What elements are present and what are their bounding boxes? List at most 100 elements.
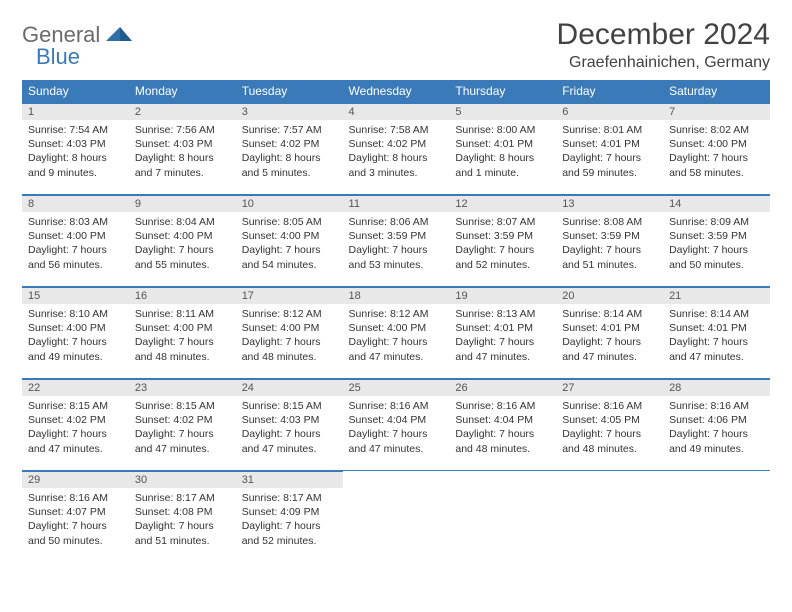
calendar-day-cell: 30Sunrise: 8:17 AMSunset: 4:08 PMDayligh… bbox=[129, 471, 236, 563]
day-body: Sunrise: 8:03 AMSunset: 4:00 PMDaylight:… bbox=[22, 212, 129, 278]
weekday-header: Tuesday bbox=[236, 80, 343, 103]
day-body: Sunrise: 8:12 AMSunset: 4:00 PMDaylight:… bbox=[343, 304, 450, 370]
calendar-day-cell bbox=[556, 471, 663, 563]
title-block: December 2024 Graefenhainichen, Germany bbox=[557, 18, 770, 72]
calendar-day-cell: 10Sunrise: 8:05 AMSunset: 4:00 PMDayligh… bbox=[236, 195, 343, 287]
day-body: Sunrise: 8:17 AMSunset: 4:09 PMDaylight:… bbox=[236, 488, 343, 554]
day-number: 30 bbox=[129, 471, 236, 488]
day-number: 4 bbox=[343, 103, 450, 120]
day-body: Sunrise: 8:01 AMSunset: 4:01 PMDaylight:… bbox=[556, 120, 663, 186]
day-number: 22 bbox=[22, 379, 129, 396]
calendar-day-cell: 23Sunrise: 8:15 AMSunset: 4:02 PMDayligh… bbox=[129, 379, 236, 471]
day-body: Sunrise: 8:09 AMSunset: 3:59 PMDaylight:… bbox=[663, 212, 770, 278]
calendar-week-row: 15Sunrise: 8:10 AMSunset: 4:00 PMDayligh… bbox=[22, 287, 770, 379]
day-number: 31 bbox=[236, 471, 343, 488]
calendar-day-cell: 1Sunrise: 7:54 AMSunset: 4:03 PMDaylight… bbox=[22, 103, 129, 195]
day-body: Sunrise: 8:11 AMSunset: 4:00 PMDaylight:… bbox=[129, 304, 236, 370]
day-number: 29 bbox=[22, 471, 129, 488]
calendar-week-row: 29Sunrise: 8:16 AMSunset: 4:07 PMDayligh… bbox=[22, 471, 770, 563]
calendar-day-cell: 6Sunrise: 8:01 AMSunset: 4:01 PMDaylight… bbox=[556, 103, 663, 195]
day-body: Sunrise: 8:02 AMSunset: 4:00 PMDaylight:… bbox=[663, 120, 770, 186]
calendar-day-cell: 13Sunrise: 8:08 AMSunset: 3:59 PMDayligh… bbox=[556, 195, 663, 287]
day-number: 6 bbox=[556, 103, 663, 120]
weekday-header: Thursday bbox=[449, 80, 556, 103]
day-body: Sunrise: 8:16 AMSunset: 4:04 PMDaylight:… bbox=[343, 396, 450, 462]
calendar-day-cell: 20Sunrise: 8:14 AMSunset: 4:01 PMDayligh… bbox=[556, 287, 663, 379]
day-number: 18 bbox=[343, 287, 450, 304]
day-number: 25 bbox=[343, 379, 450, 396]
weekday-header-row: Sunday Monday Tuesday Wednesday Thursday… bbox=[22, 80, 770, 103]
day-number: 5 bbox=[449, 103, 556, 120]
day-number: 17 bbox=[236, 287, 343, 304]
day-body: Sunrise: 8:04 AMSunset: 4:00 PMDaylight:… bbox=[129, 212, 236, 278]
day-number: 19 bbox=[449, 287, 556, 304]
day-number: 27 bbox=[556, 379, 663, 396]
calendar-day-cell: 5Sunrise: 8:00 AMSunset: 4:01 PMDaylight… bbox=[449, 103, 556, 195]
calendar-day-cell: 9Sunrise: 8:04 AMSunset: 4:00 PMDaylight… bbox=[129, 195, 236, 287]
calendar-day-cell bbox=[663, 471, 770, 563]
day-body: Sunrise: 8:17 AMSunset: 4:08 PMDaylight:… bbox=[129, 488, 236, 554]
logo-text-blue: Blue bbox=[36, 44, 80, 69]
day-number: 16 bbox=[129, 287, 236, 304]
weekday-header: Sunday bbox=[22, 80, 129, 103]
calendar-day-cell: 4Sunrise: 7:58 AMSunset: 4:02 PMDaylight… bbox=[343, 103, 450, 195]
day-body: Sunrise: 8:16 AMSunset: 4:04 PMDaylight:… bbox=[449, 396, 556, 462]
day-body: Sunrise: 8:16 AMSunset: 4:05 PMDaylight:… bbox=[556, 396, 663, 462]
day-body: Sunrise: 8:05 AMSunset: 4:00 PMDaylight:… bbox=[236, 212, 343, 278]
calendar-day-cell: 31Sunrise: 8:17 AMSunset: 4:09 PMDayligh… bbox=[236, 471, 343, 563]
month-title: December 2024 bbox=[557, 18, 770, 52]
day-body: Sunrise: 8:00 AMSunset: 4:01 PMDaylight:… bbox=[449, 120, 556, 186]
calendar-day-cell: 15Sunrise: 8:10 AMSunset: 4:00 PMDayligh… bbox=[22, 287, 129, 379]
day-number: 11 bbox=[343, 195, 450, 212]
day-body: Sunrise: 8:16 AMSunset: 4:06 PMDaylight:… bbox=[663, 396, 770, 462]
calendar-day-cell: 25Sunrise: 8:16 AMSunset: 4:04 PMDayligh… bbox=[343, 379, 450, 471]
weekday-header: Wednesday bbox=[343, 80, 450, 103]
calendar-day-cell: 17Sunrise: 8:12 AMSunset: 4:00 PMDayligh… bbox=[236, 287, 343, 379]
location: Graefenhainichen, Germany bbox=[557, 54, 770, 72]
calendar-day-cell: 2Sunrise: 7:56 AMSunset: 4:03 PMDaylight… bbox=[129, 103, 236, 195]
calendar-day-cell: 16Sunrise: 8:11 AMSunset: 4:00 PMDayligh… bbox=[129, 287, 236, 379]
day-number: 15 bbox=[22, 287, 129, 304]
day-body: Sunrise: 7:58 AMSunset: 4:02 PMDaylight:… bbox=[343, 120, 450, 186]
day-number: 3 bbox=[236, 103, 343, 120]
day-number: 10 bbox=[236, 195, 343, 212]
day-number: 14 bbox=[663, 195, 770, 212]
calendar-day-cell: 21Sunrise: 8:14 AMSunset: 4:01 PMDayligh… bbox=[663, 287, 770, 379]
day-body: Sunrise: 8:13 AMSunset: 4:01 PMDaylight:… bbox=[449, 304, 556, 370]
calendar-day-cell: 29Sunrise: 8:16 AMSunset: 4:07 PMDayligh… bbox=[22, 471, 129, 563]
day-number: 28 bbox=[663, 379, 770, 396]
calendar-day-cell: 8Sunrise: 8:03 AMSunset: 4:00 PMDaylight… bbox=[22, 195, 129, 287]
calendar-day-cell: 14Sunrise: 8:09 AMSunset: 3:59 PMDayligh… bbox=[663, 195, 770, 287]
header: General December 2024 Graefenhainichen, … bbox=[22, 18, 770, 72]
day-body: Sunrise: 8:08 AMSunset: 3:59 PMDaylight:… bbox=[556, 212, 663, 278]
calendar-day-cell: 22Sunrise: 8:15 AMSunset: 4:02 PMDayligh… bbox=[22, 379, 129, 471]
calendar-day-cell bbox=[343, 471, 450, 563]
day-body: Sunrise: 8:15 AMSunset: 4:02 PMDaylight:… bbox=[22, 396, 129, 462]
day-number: 23 bbox=[129, 379, 236, 396]
logo-icon bbox=[106, 23, 132, 48]
calendar-day-cell: 19Sunrise: 8:13 AMSunset: 4:01 PMDayligh… bbox=[449, 287, 556, 379]
calendar-week-row: 1Sunrise: 7:54 AMSunset: 4:03 PMDaylight… bbox=[22, 103, 770, 195]
calendar-day-cell: 12Sunrise: 8:07 AMSunset: 3:59 PMDayligh… bbox=[449, 195, 556, 287]
day-number: 2 bbox=[129, 103, 236, 120]
weekday-header: Monday bbox=[129, 80, 236, 103]
day-body: Sunrise: 8:07 AMSunset: 3:59 PMDaylight:… bbox=[449, 212, 556, 278]
day-body: Sunrise: 7:57 AMSunset: 4:02 PMDaylight:… bbox=[236, 120, 343, 186]
day-body: Sunrise: 8:12 AMSunset: 4:00 PMDaylight:… bbox=[236, 304, 343, 370]
day-number: 13 bbox=[556, 195, 663, 212]
day-number: 21 bbox=[663, 287, 770, 304]
calendar-day-cell: 26Sunrise: 8:16 AMSunset: 4:04 PMDayligh… bbox=[449, 379, 556, 471]
day-number: 7 bbox=[663, 103, 770, 120]
calendar-day-cell bbox=[449, 471, 556, 563]
day-number: 12 bbox=[449, 195, 556, 212]
day-body: Sunrise: 8:15 AMSunset: 4:03 PMDaylight:… bbox=[236, 396, 343, 462]
weekday-header: Saturday bbox=[663, 80, 770, 103]
logo-text-blue-wrap: Blue bbox=[36, 44, 80, 70]
day-number: 26 bbox=[449, 379, 556, 396]
calendar-week-row: 8Sunrise: 8:03 AMSunset: 4:00 PMDaylight… bbox=[22, 195, 770, 287]
calendar-day-cell: 28Sunrise: 8:16 AMSunset: 4:06 PMDayligh… bbox=[663, 379, 770, 471]
day-body: Sunrise: 8:14 AMSunset: 4:01 PMDaylight:… bbox=[663, 304, 770, 370]
day-number: 1 bbox=[22, 103, 129, 120]
day-number: 9 bbox=[129, 195, 236, 212]
day-body: Sunrise: 8:10 AMSunset: 4:00 PMDaylight:… bbox=[22, 304, 129, 370]
